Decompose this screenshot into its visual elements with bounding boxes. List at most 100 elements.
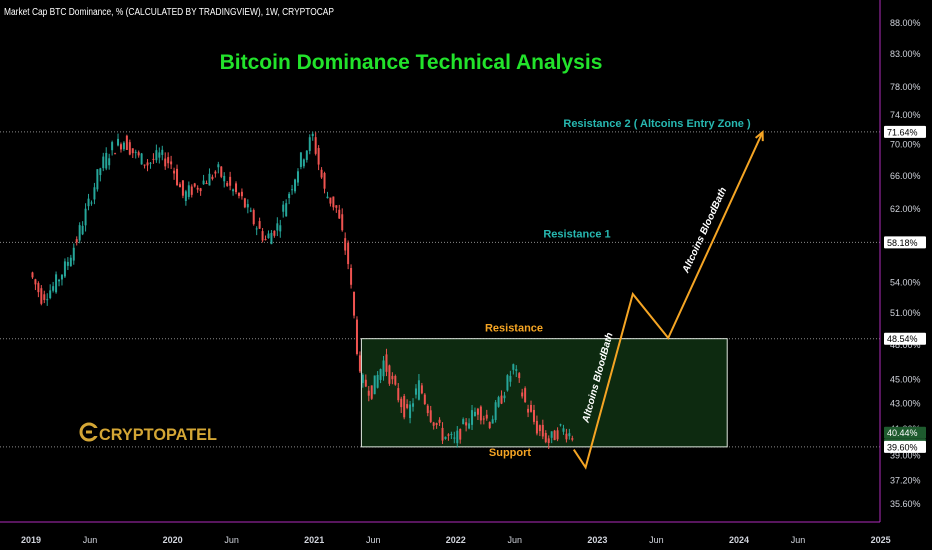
candle-body xyxy=(459,428,462,440)
candle-body xyxy=(388,365,391,384)
price-label: 40.44% xyxy=(887,428,918,438)
candle-body xyxy=(364,379,367,387)
candle-body xyxy=(358,355,361,372)
candle-body xyxy=(252,210,255,225)
candle-body xyxy=(468,423,471,429)
candle-body xyxy=(217,164,220,168)
candle-body xyxy=(497,397,500,407)
time-tick-label: 2023 xyxy=(587,535,607,545)
candle-body xyxy=(376,374,379,388)
candle-body xyxy=(37,283,40,293)
candle-body xyxy=(397,388,400,401)
candle-body xyxy=(308,137,311,151)
price-tick-label: 66.00% xyxy=(890,171,921,181)
candle-body xyxy=(214,171,217,174)
candle-body xyxy=(544,432,547,443)
candle-body xyxy=(285,203,288,217)
candle-body xyxy=(532,409,535,422)
candle-body xyxy=(114,153,117,155)
price-label-bg xyxy=(884,426,926,439)
price-tick-label: 54.00% xyxy=(890,278,921,288)
projection-line xyxy=(572,131,764,470)
candle-body xyxy=(344,238,347,251)
candle-body xyxy=(46,299,49,301)
candle-body xyxy=(294,179,297,192)
projection-label-2: Altcoins BloodBath xyxy=(680,186,729,276)
price-axis[interactable]: 88.00% 83.00% 78.00% 74.00% 70.00% 66.00% 62.0… xyxy=(879,0,926,522)
candle-body xyxy=(426,405,429,414)
candle-body xyxy=(137,152,140,156)
candle-body xyxy=(509,375,512,382)
candle-body xyxy=(187,185,190,197)
candle-body xyxy=(282,204,285,212)
candle-body xyxy=(456,430,459,444)
candle-body xyxy=(332,196,335,208)
candle-body xyxy=(403,395,406,418)
time-tick-label: Jun xyxy=(224,535,239,545)
time-tick-label: 2021 xyxy=(304,535,324,545)
candle-body xyxy=(524,388,527,402)
time-tick-label: Jun xyxy=(508,535,523,545)
candle-body xyxy=(75,239,78,243)
candle-body xyxy=(125,135,128,150)
candle-body xyxy=(146,162,149,166)
candle-body xyxy=(87,198,90,207)
price-tick-label: 48.00% xyxy=(890,340,921,350)
candle-body xyxy=(485,414,488,419)
candle-body xyxy=(571,438,574,440)
candle-body xyxy=(311,133,314,137)
price-label: 39.60% xyxy=(887,442,918,452)
candle-body xyxy=(450,433,453,435)
candles xyxy=(31,131,574,450)
candle-body xyxy=(193,183,196,187)
candle-body xyxy=(341,214,344,231)
candle-body xyxy=(143,164,146,166)
candle-body xyxy=(317,148,320,165)
candle-body xyxy=(326,196,329,199)
candle-body xyxy=(196,187,199,190)
candle-body xyxy=(530,404,533,412)
price-tick-label: 88.00% xyxy=(890,18,921,28)
time-axis[interactable]: 2019 Jun 2020 Jun 2021 Jun 2022 Jun 2023 Jun 2024 J… xyxy=(0,521,891,545)
price-tick-label: 78.00% xyxy=(890,82,921,92)
candle-body xyxy=(350,268,353,285)
candle-body xyxy=(305,150,308,160)
candle-body xyxy=(417,380,420,400)
candle-body xyxy=(111,142,114,151)
candle-body xyxy=(69,257,72,267)
candle-body xyxy=(550,431,553,438)
price-label-bg xyxy=(884,125,926,138)
candle-body xyxy=(270,232,273,245)
candle-body xyxy=(249,210,252,212)
candle-body xyxy=(99,168,102,176)
candle-body xyxy=(246,204,249,208)
candle-body xyxy=(432,422,435,426)
candle-body xyxy=(379,369,382,380)
candle-body xyxy=(299,152,302,167)
time-tick-label: 2019 xyxy=(21,535,41,545)
candle-body xyxy=(93,187,96,200)
candle-body xyxy=(482,418,485,420)
candle-body xyxy=(235,183,238,193)
candle-body xyxy=(205,182,208,184)
candle-body xyxy=(243,198,246,208)
candle-body xyxy=(78,225,81,241)
candle-body xyxy=(211,176,214,179)
price-label-bg xyxy=(884,440,926,453)
candle-body xyxy=(55,274,58,293)
candle-body xyxy=(31,272,34,278)
candle-body xyxy=(438,419,441,423)
candle-body xyxy=(353,291,356,316)
candle-body xyxy=(565,433,568,440)
candle-body xyxy=(40,288,43,304)
time-tick-label: Jun xyxy=(649,535,664,545)
candle-body xyxy=(335,205,338,208)
candle-body xyxy=(66,261,69,266)
candle-body xyxy=(208,173,211,186)
price-tick-label: 45.00% xyxy=(890,374,921,384)
candle-body xyxy=(465,422,468,426)
candle-body xyxy=(255,228,258,230)
candle-body xyxy=(134,151,137,153)
